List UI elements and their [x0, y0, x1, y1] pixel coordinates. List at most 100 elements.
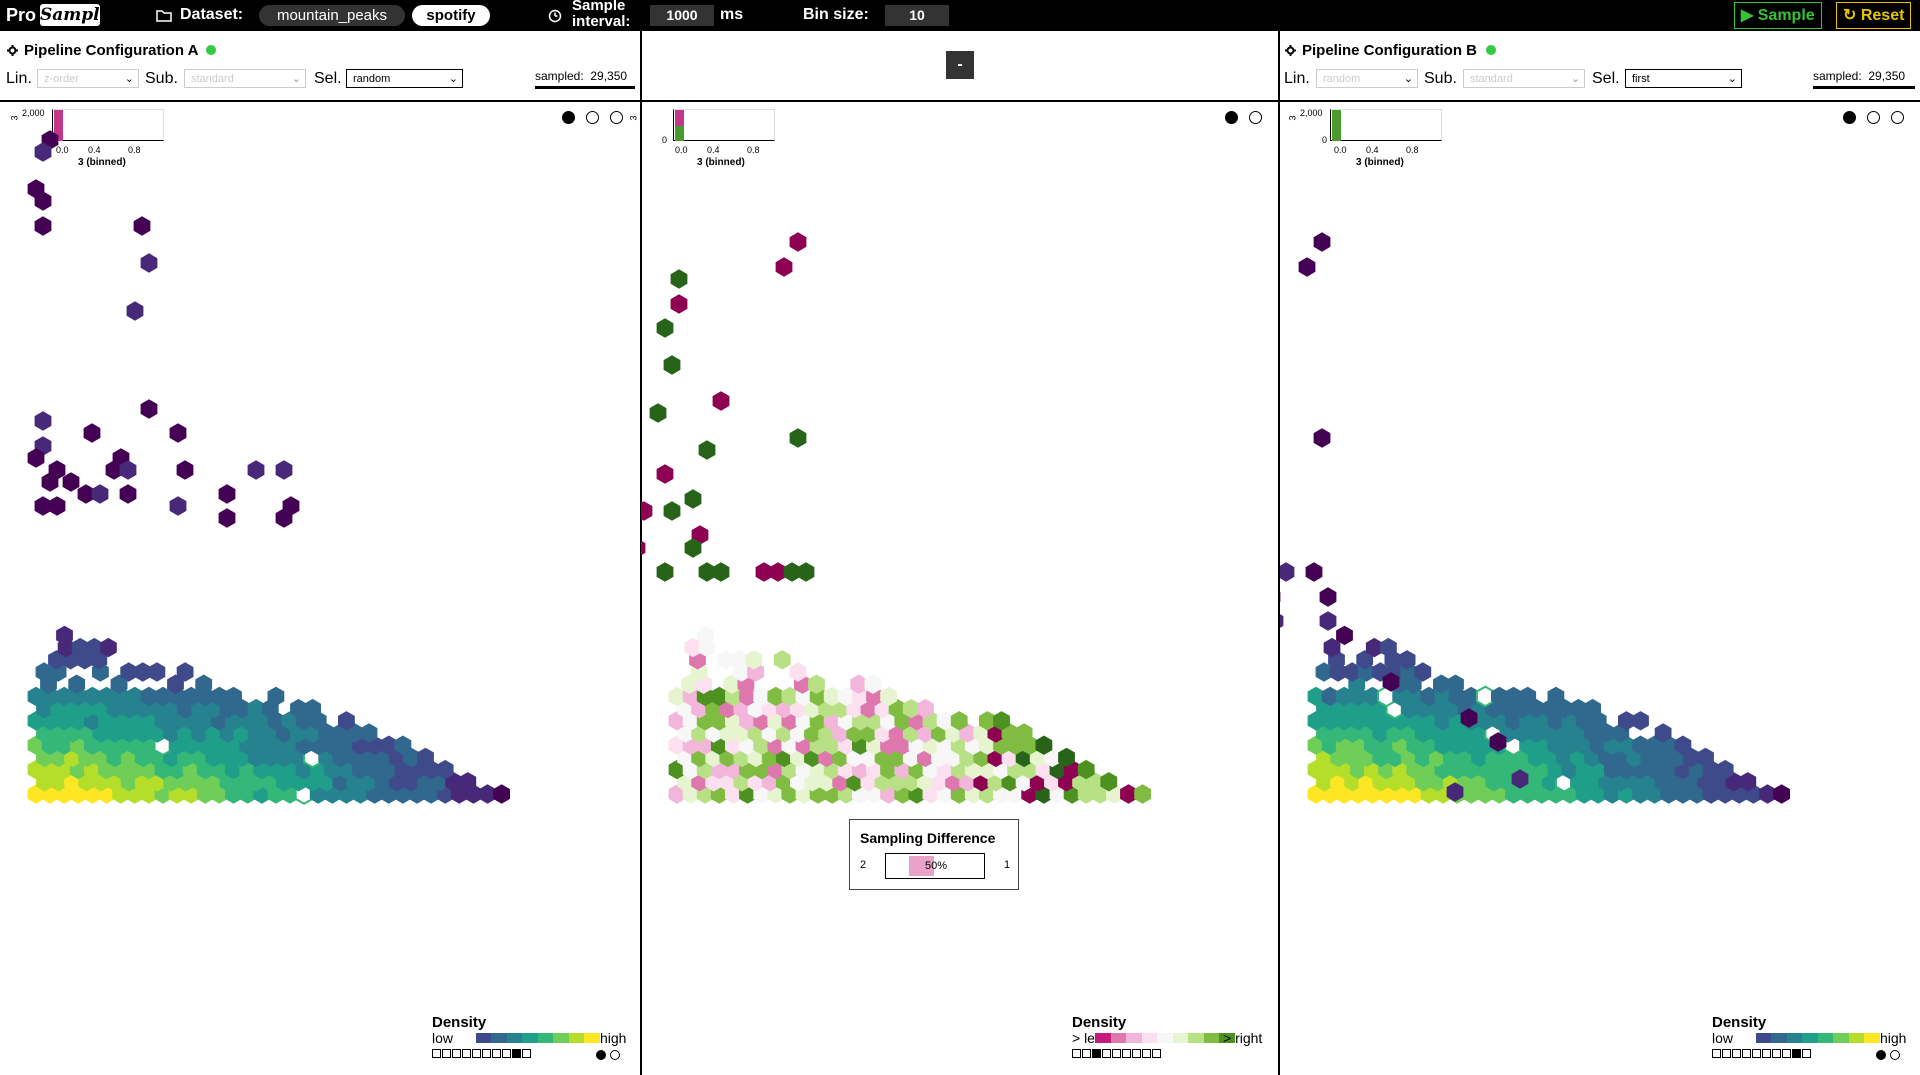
- hex-bin[interactable]: [233, 698, 251, 719]
- hex-bin[interactable]: [167, 674, 184, 694]
- hex-bin[interactable]: [641, 501, 653, 521]
- hex-bin[interactable]: [84, 686, 101, 707]
- legend-bin-selector-diff[interactable]: [1072, 1049, 1162, 1058]
- hex-bin[interactable]: [304, 698, 321, 719]
- hex-bin[interactable]: [717, 650, 735, 670]
- hex-bin[interactable]: [290, 698, 307, 719]
- hex-bin[interactable]: [959, 723, 977, 743]
- hex-bin[interactable]: [950, 711, 968, 731]
- hex-bin[interactable]: [1446, 782, 1464, 802]
- hex-bin[interactable]: [1598, 723, 1616, 743]
- hex-bin[interactable]: [126, 301, 144, 321]
- hex-bin[interactable]: [27, 448, 45, 468]
- hex-bin[interactable]: [338, 711, 355, 731]
- hex-bin[interactable]: [902, 698, 920, 719]
- hex-bin[interactable]: [1697, 747, 1714, 768]
- hex-bin[interactable]: [211, 686, 228, 707]
- hex-bin[interactable]: [403, 747, 420, 768]
- hex-bin[interactable]: [668, 711, 686, 731]
- hexbin-plot-b[interactable]: [1280, 102, 1920, 982]
- hex-bin[interactable]: [27, 759, 45, 780]
- hex-bin[interactable]: [34, 191, 52, 211]
- hex-bin[interactable]: [712, 391, 730, 411]
- hex-bin[interactable]: [888, 698, 906, 719]
- hex-bin[interactable]: [148, 662, 166, 682]
- hex-bin[interactable]: [668, 686, 686, 707]
- hex-bin[interactable]: [1319, 611, 1337, 631]
- legend-bin-box[interactable]: [442, 1049, 451, 1058]
- settings-gear-icon-b[interactable]: [1285, 45, 1296, 56]
- hex-bin[interactable]: [767, 686, 785, 707]
- hex-bin[interactable]: [668, 784, 686, 804]
- hex-bin[interactable]: [1001, 723, 1019, 743]
- hex-bin[interactable]: [394, 735, 412, 755]
- legend-bin-box[interactable]: [1102, 1049, 1111, 1058]
- hex-bin[interactable]: [1584, 698, 1601, 719]
- hex-bin[interactable]: [993, 711, 1010, 731]
- hex-bin[interactable]: [1280, 611, 1284, 630]
- sample-button[interactable]: ▶ Sample: [1734, 2, 1822, 29]
- legend-bin-box[interactable]: [522, 1049, 531, 1058]
- legend-bin-box[interactable]: [1122, 1049, 1131, 1058]
- hex-bin[interactable]: [195, 674, 213, 694]
- hex-bin[interactable]: [105, 460, 123, 480]
- mode-dot-filled[interactable]: [596, 1050, 606, 1060]
- hex-bin[interactable]: [773, 650, 791, 670]
- legend-bin-selector-a[interactable]: [432, 1049, 542, 1058]
- hex-bin[interactable]: [77, 484, 95, 504]
- hex-bin[interactable]: [119, 484, 137, 504]
- hex-bin[interactable]: [1313, 428, 1331, 448]
- hex-bin[interactable]: [1773, 784, 1790, 804]
- legend-bin-box[interactable]: [482, 1049, 491, 1058]
- hex-bin[interactable]: [27, 711, 45, 731]
- settings-gear-icon-a[interactable]: [7, 45, 18, 56]
- hex-bin[interactable]: [789, 662, 807, 682]
- hex-bin[interactable]: [1335, 686, 1353, 707]
- hex-bin[interactable]: [1280, 562, 1295, 582]
- hex-bin[interactable]: [864, 674, 882, 694]
- hex-bin[interactable]: [34, 411, 52, 431]
- subdivision-select-b[interactable]: standard ⌄: [1463, 69, 1585, 88]
- hex-bin[interactable]: [1058, 747, 1075, 768]
- legend-bin-box[interactable]: [1802, 1049, 1811, 1058]
- hex-bin[interactable]: [85, 637, 103, 658]
- hex-bin[interactable]: [712, 562, 730, 582]
- hex-bin[interactable]: [1556, 698, 1573, 719]
- hex-bin[interactable]: [91, 484, 109, 504]
- legend-bin-box[interactable]: [1712, 1049, 1721, 1058]
- hex-bin[interactable]: [56, 625, 73, 646]
- hex-bin[interactable]: [110, 674, 128, 694]
- legend-bin-box[interactable]: [1752, 1049, 1761, 1058]
- hex-bin[interactable]: [1382, 672, 1400, 692]
- hex-bin[interactable]: [247, 460, 265, 480]
- hex-bin[interactable]: [154, 686, 172, 707]
- hex-bin[interactable]: [380, 735, 398, 755]
- hex-bin[interactable]: [225, 686, 242, 707]
- hex-bin[interactable]: [267, 686, 285, 707]
- hex-bin[interactable]: [1420, 686, 1438, 707]
- hex-bin[interactable]: [140, 253, 158, 273]
- view-toggle-3[interactable]: [1891, 111, 1904, 124]
- legend-bin-box[interactable]: [462, 1049, 471, 1058]
- mode-dot-empty[interactable]: [1890, 1050, 1900, 1060]
- hex-bin[interactable]: [769, 562, 787, 582]
- hex-bin[interactable]: [723, 674, 741, 694]
- hex-bin[interactable]: [218, 484, 236, 504]
- legend-bin-selector-b[interactable]: [1712, 1049, 1822, 1058]
- hex-bin[interactable]: [681, 674, 698, 694]
- hex-bin[interactable]: [34, 496, 52, 516]
- hex-bin[interactable]: [663, 355, 681, 375]
- hex-bin[interactable]: [917, 698, 934, 719]
- hex-bin[interactable]: [27, 735, 45, 755]
- hex-bin[interactable]: [360, 723, 378, 743]
- dataset-option-mountain-peaks[interactable]: mountain_peaks: [259, 5, 405, 26]
- legend-bin-box[interactable]: [1722, 1049, 1731, 1058]
- hex-bin[interactable]: [1100, 772, 1118, 792]
- view-toggle-2[interactable]: [586, 111, 599, 124]
- subdivision-select-a[interactable]: standard ⌄: [184, 69, 306, 88]
- hex-bin[interactable]: [1632, 711, 1649, 731]
- legend-bin-box[interactable]: [1142, 1049, 1151, 1058]
- legend-bin-box[interactable]: [512, 1049, 521, 1058]
- hex-bin[interactable]: [823, 686, 841, 707]
- hex-bin[interactable]: [781, 686, 799, 707]
